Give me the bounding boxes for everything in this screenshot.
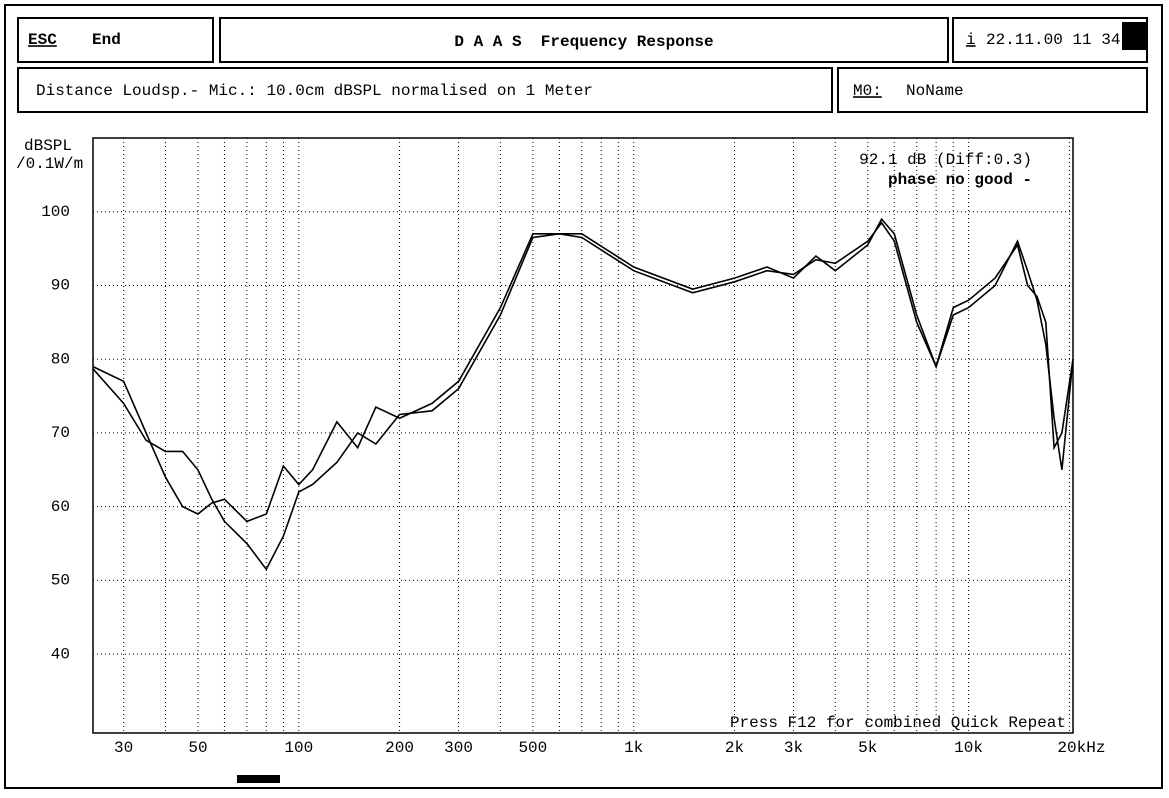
response-curve xyxy=(92,217,1074,523)
memory-key[interactable]: M0: xyxy=(853,82,882,100)
x-tick-label: 10k xyxy=(954,739,983,757)
y-tick-label: 50 xyxy=(51,572,70,590)
datetime: 22.11.00 11 34 xyxy=(986,31,1120,49)
level-annotation: 92.1 dB (Diff:0.3) xyxy=(859,151,1032,169)
description: Distance Loudsp.- Mic.: 10.0cm dBSPL nor… xyxy=(36,82,593,100)
x-tick-label: 5k xyxy=(858,739,877,757)
y-tick-label: 70 xyxy=(51,424,70,442)
esc-key[interactable]: ESC xyxy=(28,31,57,49)
memory-box xyxy=(837,67,1148,113)
esc-box[interactable] xyxy=(17,17,214,63)
x-tick-label: 50 xyxy=(188,739,207,757)
end-label[interactable]: End xyxy=(92,31,121,49)
x-tick-label: 500 xyxy=(518,739,547,757)
response-curve xyxy=(92,221,1074,571)
y-tick-label: 60 xyxy=(51,498,70,516)
memory-name: NoName xyxy=(906,82,964,100)
x-tick-label: 200 xyxy=(385,739,414,757)
window-frame xyxy=(4,4,1163,789)
plot-frame xyxy=(92,137,1074,734)
phase-annotation: phase no good - xyxy=(888,171,1032,189)
x-tick-label: 2k xyxy=(725,739,744,757)
x-tick-label: 100 xyxy=(284,739,313,757)
title-box xyxy=(219,17,949,63)
x-tick-label: 30 xyxy=(114,739,133,757)
y-axis-unit: /0.1W/m xyxy=(16,155,83,173)
y-axis-label: dBSPL xyxy=(24,137,72,155)
info-key[interactable]: i xyxy=(966,31,976,49)
x-tick-label: 300 xyxy=(444,739,473,757)
description-box xyxy=(17,67,833,113)
corner-block xyxy=(1122,22,1147,50)
footer-hint: Press F12 for combined Quick Repeat xyxy=(730,714,1066,732)
y-tick-label: 90 xyxy=(51,277,70,295)
x-tick-label: 3k xyxy=(784,739,803,757)
y-tick-label: 100 xyxy=(41,203,70,221)
x-tick-label: 20kHz xyxy=(1057,739,1105,757)
y-tick-label: 40 xyxy=(51,645,70,663)
y-tick-label: 80 xyxy=(51,350,70,368)
x-tick-label: 1k xyxy=(624,739,643,757)
window-title: D A A S Frequency Response xyxy=(454,33,713,51)
status-marker xyxy=(237,775,280,783)
